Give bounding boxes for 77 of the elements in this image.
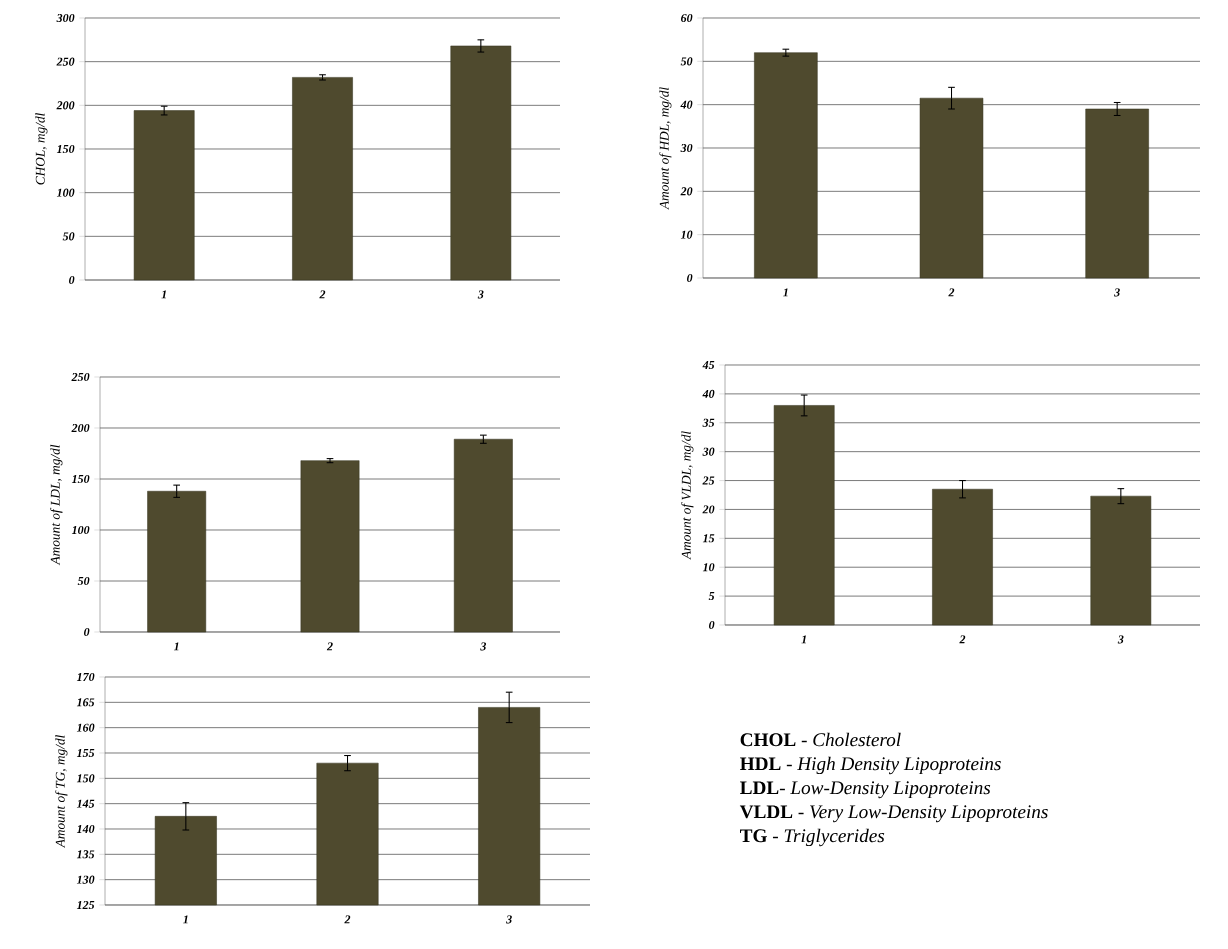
y-tick-label: 200 xyxy=(71,423,90,433)
x-tick-label: 1 xyxy=(783,288,788,297)
bar xyxy=(1090,495,1152,626)
y-tick-label: 150 xyxy=(76,774,95,783)
y-tick-label: 35 xyxy=(702,418,715,427)
y-tick-label: 20 xyxy=(680,187,693,196)
y-tick-label: 135 xyxy=(76,850,95,859)
text: LDL- Low-Density Lipoproteins xyxy=(740,781,991,799)
x-tick-label: 2 xyxy=(959,635,966,644)
y-tick-label: 0 xyxy=(84,627,90,637)
y-tick-label: 50 xyxy=(680,57,693,66)
text: VLDL - Very Low-Density Lipoproteins xyxy=(739,805,1048,823)
y-axis-title: Amount of TG, mg/dl xyxy=(55,735,68,849)
y-tick-label: 0 xyxy=(69,275,75,285)
x-tick-label: 3 xyxy=(480,642,487,651)
bar xyxy=(292,77,353,281)
y-tick-label: 0 xyxy=(709,620,715,630)
y-tick-label: 165 xyxy=(76,698,95,707)
bar xyxy=(133,110,195,281)
y-tick-label: 100 xyxy=(56,188,75,197)
bar xyxy=(773,405,835,626)
x-tick-label: 3 xyxy=(477,290,484,299)
y-tick-label: 30 xyxy=(680,143,693,153)
y-tick-label: 30 xyxy=(702,447,715,456)
bar xyxy=(453,438,513,633)
y-tick-label: 300 xyxy=(56,13,75,23)
bar xyxy=(147,490,207,633)
y-tick-label: 170 xyxy=(76,672,95,682)
x-tick-label: 3 xyxy=(506,915,512,924)
x-tick-label: 2 xyxy=(948,288,955,297)
bar xyxy=(919,97,984,279)
x-tick-label: 2 xyxy=(319,290,326,299)
y-tick-label: 45 xyxy=(702,360,715,370)
bar xyxy=(300,460,360,633)
y-tick-label: 155 xyxy=(76,748,95,758)
y-axis-title: CHOL, mg/dl xyxy=(35,113,48,185)
x-tick-label: 1 xyxy=(183,915,188,924)
y-tick-label: 100 xyxy=(71,525,90,535)
text: CHOL - Cholesterol xyxy=(740,732,901,747)
y-tick-label: 15 xyxy=(702,534,715,543)
text: TG - Triglycerides xyxy=(740,828,885,847)
x-tick-label: 2 xyxy=(344,915,351,924)
y-tick-label: 130 xyxy=(76,875,95,884)
y-tick-label: 145 xyxy=(76,799,95,808)
text: HDL - High Density Lipoproteins xyxy=(740,756,1001,775)
y-tick-label: 10 xyxy=(680,230,693,239)
y-tick-label: 250 xyxy=(56,57,75,66)
bar xyxy=(932,488,993,626)
y-tick-label: 40 xyxy=(702,389,715,398)
y-tick-label: 50 xyxy=(77,576,90,586)
y-tick-label: 125 xyxy=(76,900,95,910)
y-tick-label: 140 xyxy=(76,824,95,834)
y-axis-title: Amount of VLDL, mg/dl xyxy=(681,431,694,560)
x-tick-label: 3 xyxy=(1117,635,1124,644)
bar xyxy=(754,52,818,279)
y-tick-label: 5 xyxy=(708,592,715,601)
y-tick-label: 150 xyxy=(71,474,90,484)
bar xyxy=(450,45,512,281)
x-tick-label: 3 xyxy=(1114,288,1120,297)
y-tick-label: 0 xyxy=(687,273,693,283)
y-axis-title: Amount of HDL, mg/dl xyxy=(659,87,672,210)
y-tick-label: 40 xyxy=(680,100,693,109)
y-tick-label: 60 xyxy=(681,13,693,23)
bar xyxy=(1085,108,1149,279)
y-tick-label: 150 xyxy=(56,144,75,154)
y-tick-label: 10 xyxy=(702,563,715,572)
y-tick-label: 25 xyxy=(702,476,715,485)
y-tick-label: 200 xyxy=(56,101,75,110)
y-tick-label: 20 xyxy=(702,505,715,514)
y-tick-label: 160 xyxy=(76,723,95,732)
x-tick-label: 1 xyxy=(801,635,806,644)
x-tick-label: 1 xyxy=(161,290,166,299)
y-tick-label: 50 xyxy=(62,232,75,241)
y-tick-label: 250 xyxy=(71,372,90,382)
y-axis-title: Amount of LDL, mg/dl xyxy=(50,444,63,566)
x-tick-label: 2 xyxy=(326,642,333,651)
x-tick-label: 1 xyxy=(173,642,179,651)
